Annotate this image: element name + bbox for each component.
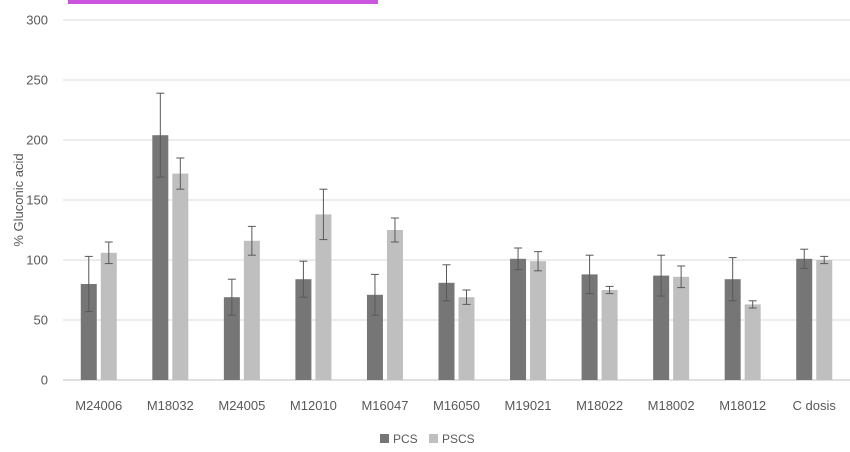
x-tick-label: M16047 [361, 398, 408, 413]
error-bars [85, 93, 828, 315]
x-tick-label: C dosis [793, 398, 837, 413]
y-tick-label: 150 [26, 193, 48, 208]
x-tick-label: M18032 [147, 398, 194, 413]
x-tick-labels: M24006 M18032 M24005 M12010 M16047 M16050 M190… [75, 398, 836, 413]
y-axis-title: % Gluconic acid [11, 153, 26, 246]
legend-swatch-pcs [380, 434, 389, 443]
y-tick-label: 200 [26, 133, 48, 148]
bar-pscs-m24005 [244, 241, 260, 380]
header-accent-bar [68, 0, 378, 4]
y-tick-label: 0 [41, 373, 48, 388]
bar-pcs-m19021 [510, 259, 526, 380]
y-tick-label: 250 [26, 73, 48, 88]
x-tick-label: M12010 [290, 398, 337, 413]
y-tick-labels: 0 50 100 150 200 250 300 [26, 13, 48, 388]
legend-label-pscs: PSCS [442, 432, 475, 446]
legend-label-pcs: PCS [393, 432, 418, 446]
x-tick-label: M16050 [433, 398, 480, 413]
legend: PCS PSCS [380, 432, 475, 446]
bar-pscs-m18012 [745, 304, 761, 380]
bar-pscs-m16047 [387, 230, 403, 380]
bar-pscs-c-dosis [816, 260, 832, 380]
y-tick-label: 100 [26, 253, 48, 268]
bar-pscs-m24006 [101, 253, 117, 380]
bar-pscs-m16050 [459, 297, 475, 380]
x-tick-label: M18012 [719, 398, 766, 413]
x-tick-label: M24005 [218, 398, 265, 413]
bars [81, 135, 832, 380]
bar-pscs-m18032 [172, 174, 188, 380]
y-tick-label: 300 [26, 13, 48, 28]
bar-pscs-m18022 [602, 290, 618, 380]
x-tick-label: M18002 [648, 398, 695, 413]
x-tick-label: M19021 [505, 398, 552, 413]
x-tick-label: M18022 [576, 398, 623, 413]
legend-swatch-pscs [429, 434, 438, 443]
bar-pcs-c-dosis [796, 259, 812, 380]
y-tick-label: 50 [34, 313, 48, 328]
bar-pscs-m18002 [673, 277, 689, 380]
x-tick-label: M24006 [75, 398, 122, 413]
bar-pscs-m19021 [530, 261, 546, 380]
